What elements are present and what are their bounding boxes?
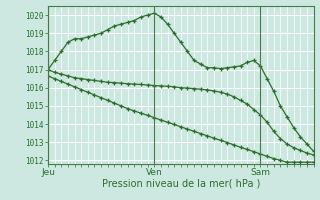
X-axis label: Pression niveau de la mer( hPa ): Pression niveau de la mer( hPa ) — [102, 179, 260, 189]
